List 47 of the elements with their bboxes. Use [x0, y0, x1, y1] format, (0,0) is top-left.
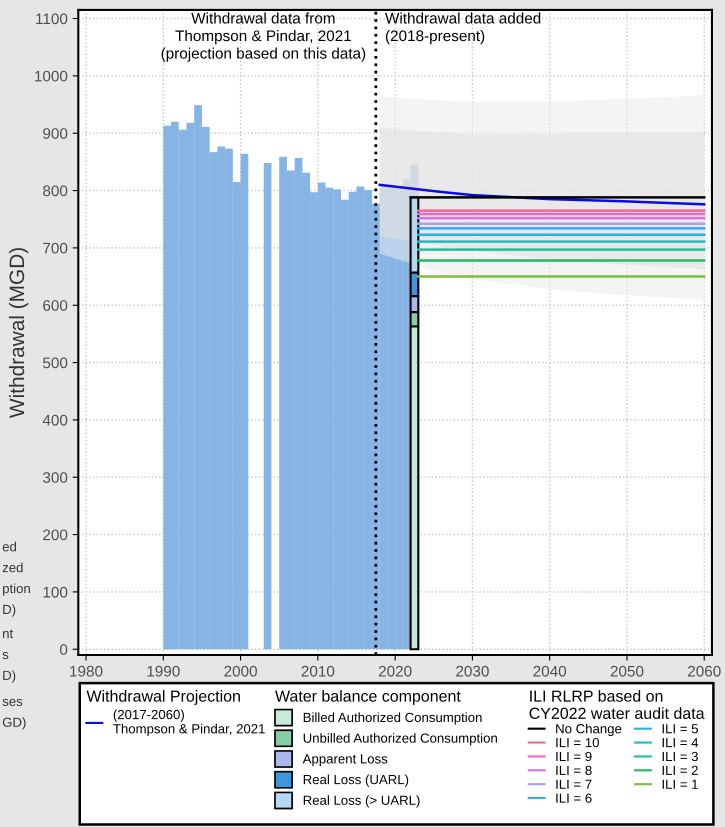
y-tick-label: 500 [43, 357, 68, 368]
y-tick-label: 400 [42, 414, 68, 426]
legend-label: Billed Authorized Consumption [304, 712, 482, 725]
y-tick-label: 200 [43, 529, 68, 540]
y-tick-label: 100 [44, 586, 68, 598]
x-tick-label: 1990 [147, 666, 180, 677]
y-tick-label: 0 [60, 644, 68, 655]
x-tick-label: 1980 [70, 666, 102, 677]
annotation: Withdrawal data from Thompson & Pindar, 2021 (projection based on this data) [162, 12, 366, 62]
legend-label: Real Loss (> UARL) [304, 795, 420, 808]
y-tick-label: 700 [43, 242, 68, 254]
x-tick-label: 2000 [224, 666, 257, 677]
text: ses GD) [2, 698, 26, 730]
legend-label: ILI = 4 [662, 738, 698, 748]
legend-label: ILI = 7 [556, 780, 592, 789]
x-tick-label: 2020 [378, 666, 412, 677]
legend-label: ILI = 8 [556, 766, 592, 776]
x-tick-label: 2060 [688, 666, 721, 677]
legend-label: ILI = 10 [556, 738, 599, 748]
y-tick-label: 1000 [35, 70, 68, 82]
text: Water balance component [275, 690, 461, 705]
y-tick-label: 600 [43, 300, 68, 311]
y-tick-label: 300 [42, 472, 68, 483]
legend-label: ILI = 6 [556, 793, 592, 803]
legend-label: ILI = 9 [556, 752, 592, 762]
x-tick-label: 2010 [302, 666, 334, 677]
x-tick-label: 2030 [456, 666, 489, 677]
legend-label: Real Loss (UARL) [304, 774, 408, 787]
x-tick-label: 2050 [610, 666, 644, 677]
x-tick-label: 2040 [533, 666, 566, 677]
text: nt s D) [2, 630, 16, 683]
y-tick-label: 800 [43, 185, 68, 196]
legend-label: Unbilled Authorized Consumption [304, 733, 497, 746]
y-axis-title: Withdrawal (MGD) [8, 248, 28, 418]
y-tick-label: 900 [43, 128, 68, 139]
text: ILI RLRP based on CY2022 water audit data [530, 690, 705, 719]
annotation: Withdrawal data added (2018-present) [385, 12, 540, 44]
legend-label: ILI = 3 [662, 752, 698, 762]
legend-label: (2017-2060) Thompson & Pindar, 2021 [113, 710, 265, 736]
legend-label: No Change [556, 724, 622, 736]
text: ed zed ption D) [2, 542, 30, 617]
legend-label: ILI = 2 [662, 766, 698, 775]
text: Withdrawal Projection [86, 690, 240, 705]
y-tick-label: 1100 [36, 13, 68, 24]
legend-label: ILI = 1 [662, 780, 698, 789]
legend-label: Apparent Loss [302, 754, 388, 766]
legend-label: ILI = 5 [662, 724, 698, 734]
